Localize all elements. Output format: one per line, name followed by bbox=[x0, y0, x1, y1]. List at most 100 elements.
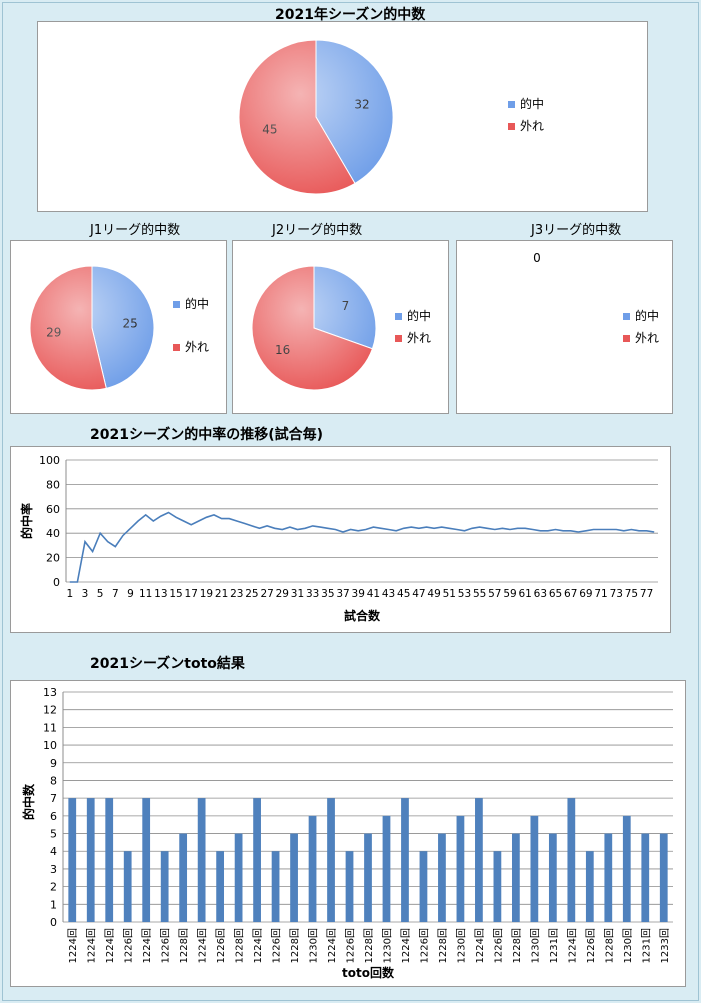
bar-23 bbox=[493, 851, 502, 922]
y-tick-label: 8 bbox=[50, 774, 57, 787]
x-tick-label: 1228回 bbox=[289, 928, 301, 963]
bar-24 bbox=[511, 833, 520, 922]
y-tick-label: 20 bbox=[46, 552, 60, 565]
x-tick-label: 1228回 bbox=[437, 928, 449, 963]
x-tick-label: 61 bbox=[518, 588, 531, 600]
legend-swatch-的中 bbox=[395, 313, 402, 320]
x-axis-label: toto回数 bbox=[342, 965, 395, 980]
x-tick-label: 1226回 bbox=[215, 928, 227, 963]
x-tick-label: 41 bbox=[367, 588, 380, 600]
x-tick-label: 1224回 bbox=[326, 928, 338, 963]
line-chart-panel: 0 20 40 60 80 100 1 3 5 7 9 11 13 15 17 19 21 23 25 27 29 31 3… bbox=[10, 446, 671, 633]
bar-12 bbox=[290, 833, 298, 922]
x-tick-label: 1228回 bbox=[511, 928, 523, 963]
x-tick-label: 73 bbox=[610, 588, 623, 600]
y-tick-label: 60 bbox=[46, 503, 60, 516]
x-tick-label: 63 bbox=[534, 588, 547, 600]
x-tick-label: 71 bbox=[594, 588, 607, 600]
bar-7 bbox=[197, 798, 206, 922]
y-tick-label: 1 bbox=[50, 898, 57, 911]
y-tick-label: 100 bbox=[39, 454, 60, 467]
y-tick-label: 13 bbox=[43, 686, 57, 699]
x-tick-label: 1228回 bbox=[234, 928, 246, 963]
x-tick-label: 55 bbox=[473, 588, 486, 600]
x-tick-label: 35 bbox=[321, 588, 334, 600]
x-tick-label: 11 bbox=[139, 588, 152, 600]
y-tick-label: 2 bbox=[50, 881, 57, 894]
bar-9 bbox=[234, 833, 243, 922]
x-tick-label: 1224回 bbox=[141, 928, 153, 963]
legend-swatch-的中 bbox=[173, 301, 180, 308]
y-tick-label: 0 bbox=[53, 576, 60, 589]
legend-swatch-外れ bbox=[395, 335, 402, 342]
j2-pie-chart: 716的中外れ bbox=[251, 265, 431, 391]
pie-highlight bbox=[239, 40, 393, 194]
bar-26 bbox=[548, 833, 557, 922]
j2-pie-title: J2リーグ的中数 bbox=[272, 223, 363, 238]
bar-21 bbox=[456, 815, 465, 922]
x-tick-label: 45 bbox=[397, 588, 410, 600]
x-tick-label: 31 bbox=[291, 588, 304, 600]
x-tick-label: 9 bbox=[127, 588, 134, 600]
bar-13 bbox=[308, 815, 317, 922]
x-tick-label: 27 bbox=[260, 588, 273, 600]
legend-label-外れ: 外れ bbox=[520, 119, 544, 133]
x-tick-label: 1230回 bbox=[381, 928, 393, 963]
x-tick-label: 37 bbox=[336, 588, 349, 600]
season-pie-title: 2021年シーズン的中数 bbox=[275, 7, 426, 23]
x-tick-label: 1226回 bbox=[585, 928, 597, 963]
bar-16 bbox=[364, 833, 372, 922]
y-tick-label: 5 bbox=[50, 828, 57, 841]
bar-8 bbox=[216, 851, 225, 922]
x-tick-label: 1224回 bbox=[197, 928, 209, 963]
x-tick-label: 1224回 bbox=[104, 928, 116, 963]
pie-data-label: 0 bbox=[533, 251, 541, 265]
j1-pie-chart: 2529的中外れ bbox=[29, 265, 209, 391]
j2-pie-panel: 716的中外れ bbox=[232, 240, 449, 414]
x-tick-label: 1226回 bbox=[418, 928, 430, 963]
bar-28 bbox=[585, 851, 594, 922]
y-tick-label: 11 bbox=[43, 721, 57, 734]
bar-1 bbox=[86, 798, 95, 922]
x-tick-label: 47 bbox=[412, 588, 425, 600]
x-tick-label: 1226回 bbox=[271, 928, 283, 963]
x-tick-label: 1231回 bbox=[548, 928, 560, 963]
x-tick-label: 15 bbox=[169, 588, 182, 600]
x-tick-label: 13 bbox=[154, 588, 167, 600]
bar-25 bbox=[530, 815, 539, 922]
x-tick-label: 25 bbox=[245, 588, 258, 600]
x-tick-label: 39 bbox=[352, 588, 365, 600]
x-tick-label: 57 bbox=[488, 588, 501, 600]
legend-label-外れ: 外れ bbox=[635, 331, 659, 345]
y-tick-label: 6 bbox=[50, 810, 57, 823]
legend-label-外れ: 外れ bbox=[407, 331, 431, 345]
hit-rate-series-line bbox=[69, 511, 655, 583]
y-tick-label: 9 bbox=[50, 757, 57, 770]
bar-5 bbox=[160, 851, 169, 922]
bar-chart-panel: 0 1 2 3 4 5 6 7 8 9 10 11 12 13 1224回 1224回 1224回 1226回 12… bbox=[10, 680, 686, 987]
bar-18 bbox=[401, 798, 409, 922]
bar-20 bbox=[438, 833, 446, 922]
x-tick-label: 1230回 bbox=[455, 928, 467, 963]
x-tick-label: 1224回 bbox=[252, 928, 264, 963]
line-chart-title: 2021シーズン的中率の推移(試合毎) bbox=[90, 427, 324, 443]
bar-6 bbox=[179, 833, 188, 922]
x-tick-label: 43 bbox=[382, 588, 395, 600]
bar-11 bbox=[271, 851, 280, 922]
x-tick-label: 19 bbox=[200, 588, 213, 600]
pie-highlight bbox=[30, 266, 154, 390]
j3-pie-panel: 0 的中 外れ bbox=[456, 240, 673, 414]
season-pie-panel: 3245的中外れ bbox=[37, 21, 648, 212]
bar-chart-title: 2021シーズンtoto結果 bbox=[90, 656, 245, 672]
bar-19 bbox=[419, 851, 428, 922]
x-tick-label: 29 bbox=[276, 588, 289, 600]
x-tick-label: 1224回 bbox=[474, 928, 486, 963]
bar-27 bbox=[567, 798, 576, 922]
legend-swatch-外れ bbox=[508, 123, 515, 130]
legend-label-的中: 的中 bbox=[407, 308, 431, 323]
x-tick-label: 1230回 bbox=[622, 928, 634, 963]
bar-29 bbox=[604, 833, 613, 922]
pie-highlight bbox=[252, 266, 376, 390]
bar-2 bbox=[105, 798, 114, 922]
